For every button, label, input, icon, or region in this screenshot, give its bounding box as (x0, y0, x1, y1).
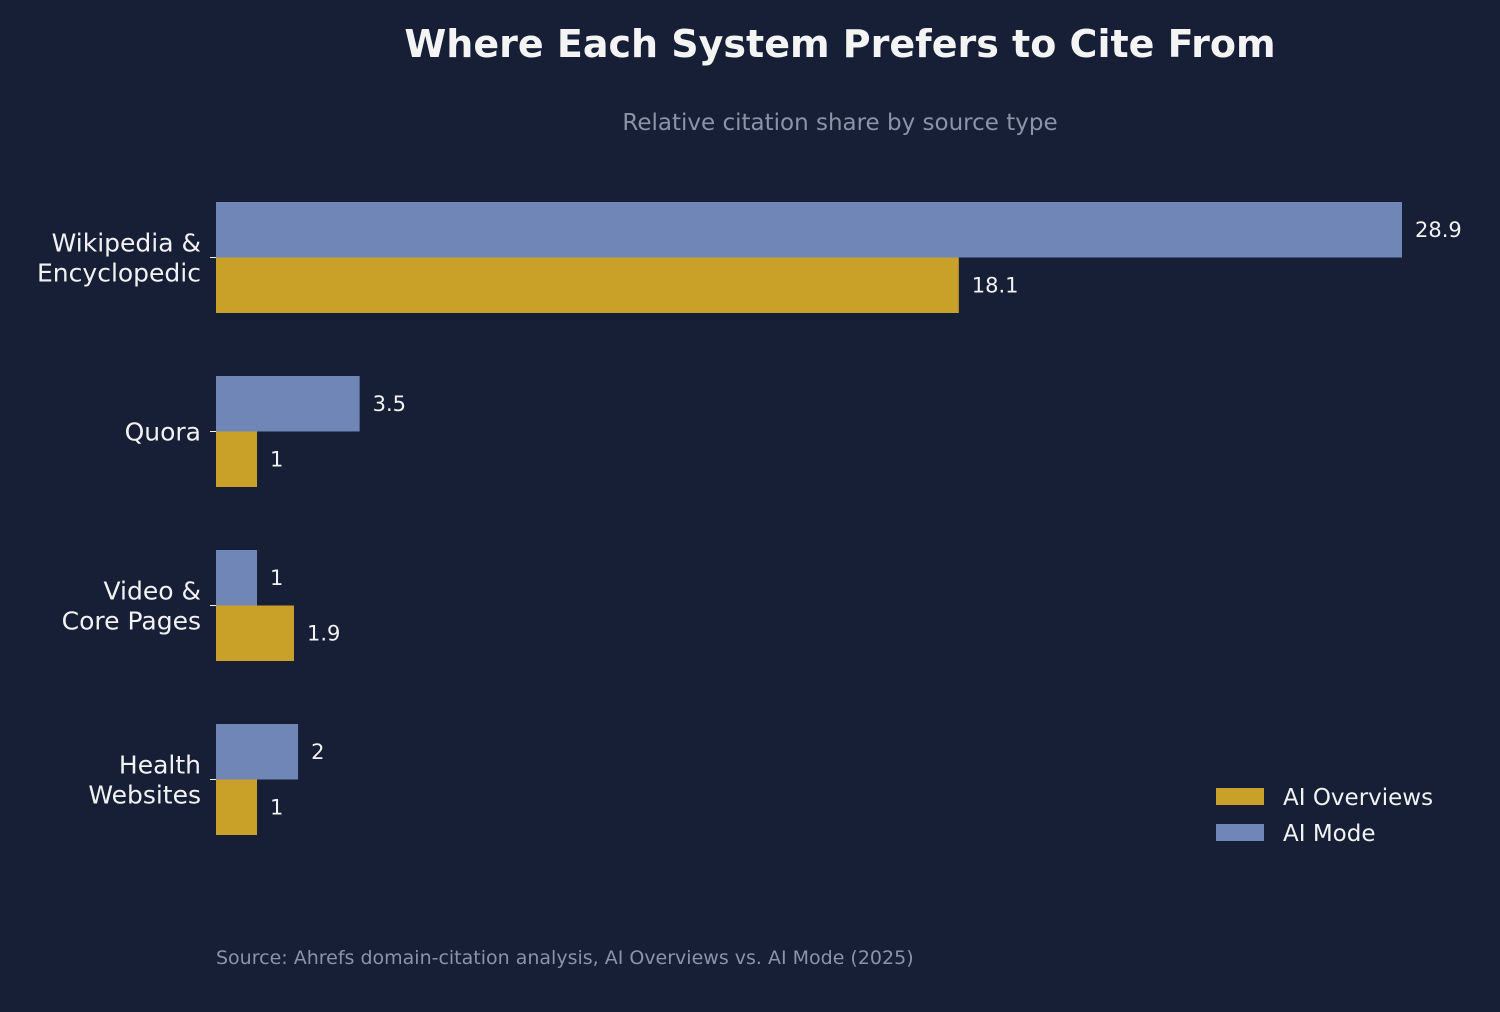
category-label: Health (119, 751, 201, 780)
category-label: Video & (104, 577, 202, 606)
bar-ai-mode (216, 550, 258, 606)
legend-swatch (1216, 788, 1264, 805)
category-label: Encyclopedic (37, 259, 201, 288)
data-label: 2 (311, 740, 324, 764)
legend-label: AI Overviews (1283, 785, 1433, 811)
category-label: Wikipedia & (52, 229, 201, 258)
data-label: 1 (270, 795, 283, 819)
legend-label: AI Mode (1283, 821, 1376, 847)
bar-ai-mode (216, 724, 299, 780)
category-label: Quora (125, 418, 201, 447)
category-label: Websites (88, 781, 201, 810)
bar-ai-mode (216, 202, 1402, 258)
chart-title: Where Each System Prefers to Cite From (404, 22, 1276, 66)
bar-ai-overviews (216, 779, 258, 835)
data-label: 3.5 (373, 392, 406, 416)
chart-subtitle: Relative citation share by source type (622, 110, 1058, 136)
chart-source: Source: Ahrefs domain-citation analysis,… (216, 947, 914, 969)
data-label: 1 (270, 447, 283, 471)
legend-swatch (1216, 824, 1264, 841)
category-label: Core Pages (62, 607, 201, 636)
bar-ai-overviews (216, 257, 959, 313)
bar-ai-overviews (216, 431, 258, 487)
data-label: 1 (270, 566, 283, 590)
bar-ai-mode (216, 376, 360, 432)
chart-header: Where Each System Prefers to Cite From R… (0, 0, 1500, 160)
bar-ai-overviews (216, 605, 294, 661)
data-label: 1.9 (307, 621, 340, 645)
data-label: 28.9 (1415, 218, 1462, 242)
data-label: 18.1 (972, 273, 1019, 297)
